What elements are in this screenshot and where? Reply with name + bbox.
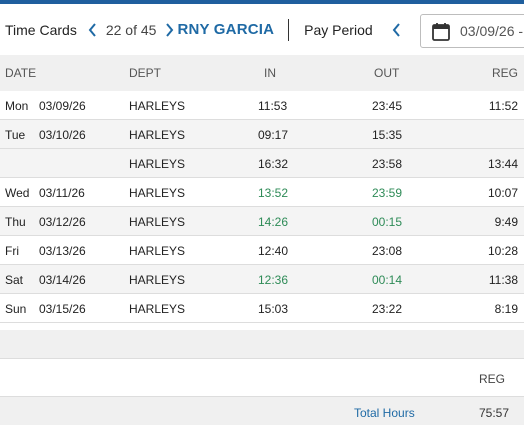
- row-dept: HARLEYS: [129, 157, 186, 171]
- row-reg: 13:44: [487, 157, 518, 171]
- table-row[interactable]: Sun 03/15/26 HARLEYS 15:03 23:22 8:19: [0, 294, 524, 323]
- col-in[interactable]: IN: [264, 66, 276, 80]
- toolbar-divider: [288, 18, 290, 41]
- row-day: Sat: [5, 273, 24, 287]
- toolbar: Time Cards 22 of 45 RNY GARCIA Pay Perio…: [0, 4, 524, 55]
- col-out[interactable]: OUT: [374, 66, 400, 80]
- row-date: 03/09/26: [39, 99, 86, 113]
- row-day: Tue: [5, 128, 26, 142]
- row-reg: 11:38: [488, 273, 518, 287]
- row-day: Wed: [5, 186, 30, 200]
- table-row[interactable]: HARLEYS 16:32 23:58 13:44: [0, 149, 524, 178]
- row-dept: HARLEYS: [129, 186, 186, 200]
- row-out: 23:58: [371, 157, 402, 171]
- row-day: Thu: [5, 215, 26, 229]
- row-reg: 9:49: [494, 215, 518, 229]
- row-date: 03/11/26: [39, 186, 85, 200]
- table-row[interactable]: Sat 03/14/26 HARLEYS 12:36 00:14 11:38: [0, 265, 524, 294]
- row-date: 03/10/26: [39, 128, 86, 142]
- row-dept: HARLEYS: [129, 302, 186, 316]
- row-out: 00:14: [371, 273, 402, 287]
- record-pager: 22 of 45: [105, 21, 157, 38]
- row-date: 03/12/26: [39, 215, 86, 229]
- employee-name[interactable]: RNY GARCIA: [177, 21, 275, 38]
- row-in: 15:03: [258, 302, 289, 316]
- table-spacer-row: [0, 330, 524, 359]
- row-in: 14:26: [258, 215, 289, 229]
- row-out: 15:35: [371, 128, 402, 142]
- row-in: 13:52: [258, 186, 289, 200]
- row-reg: 10:07: [487, 186, 518, 200]
- table-row[interactable]: Tue 03/10/26 HARLEYS 09:17 15:35: [0, 120, 524, 149]
- row-date: 03/14/26: [39, 273, 86, 287]
- row-reg: 11:52: [488, 99, 518, 113]
- row-day: Sun: [5, 302, 27, 316]
- pay-period-label: Pay Period: [304, 21, 373, 38]
- chevron-left-icon[interactable]: [86, 20, 100, 40]
- pay-period-date-picker[interactable]: 03/09/26 -: [420, 14, 524, 48]
- row-dept: HARLEYS: [129, 99, 186, 113]
- page-title: Time Cards: [5, 21, 77, 38]
- row-out: 23:45: [371, 99, 402, 113]
- row-out: 23:59: [371, 186, 402, 200]
- table-header: DATE DEPT IN OUT REG: [0, 55, 524, 91]
- row-date: 03/15/26: [39, 302, 86, 316]
- row-date: 03/13/26: [39, 244, 86, 258]
- row-day: Mon: [5, 99, 29, 113]
- pay-period-prev-icon[interactable]: [390, 20, 404, 40]
- total-hours-value: 75:57: [478, 406, 509, 420]
- chevron-right-icon[interactable]: [162, 20, 176, 40]
- col-dept[interactable]: DEPT: [129, 66, 162, 80]
- row-in: 16:32: [258, 157, 289, 171]
- top-accent-bar: [0, 0, 524, 4]
- row-in: 09:17: [258, 128, 289, 142]
- total-hours-label: Total Hours: [354, 406, 415, 420]
- pay-period-date: 03/09/26 -: [460, 23, 524, 39]
- col-reg[interactable]: REG: [491, 66, 518, 80]
- row-in: 12:40: [258, 244, 289, 258]
- row-in: 11:53: [258, 99, 288, 113]
- calendar-icon: [432, 22, 450, 41]
- row-out: 00:15: [371, 215, 402, 229]
- row-day: Fri: [5, 244, 19, 258]
- row-dept: HARLEYS: [129, 128, 186, 142]
- summary-reg-label: REG: [478, 372, 505, 386]
- table-row[interactable]: Wed 03/11/26 HARLEYS 13:52 23:59 10:07: [0, 178, 524, 207]
- row-in: 12:36: [258, 273, 289, 287]
- row-dept: HARLEYS: [129, 215, 186, 229]
- row-dept: HARLEYS: [129, 273, 186, 287]
- row-out: 23:08: [371, 244, 402, 258]
- summary-header: REG: [0, 359, 524, 396]
- table-row[interactable]: Mon 03/09/26 HARLEYS 11:53 23:45 11:52: [0, 91, 524, 120]
- row-reg: 8:19: [494, 302, 518, 316]
- col-date[interactable]: DATE: [5, 66, 37, 80]
- row-reg: 10:28: [487, 244, 518, 258]
- row-out: 23:22: [371, 302, 402, 316]
- row-dept: HARLEYS: [129, 244, 186, 258]
- table-row[interactable]: Thu 03/12/26 HARLEYS 14:26 00:15 9:49: [0, 207, 524, 236]
- total-hours-row: Total Hours 75:57: [0, 396, 524, 425]
- table-row[interactable]: Fri 03/13/26 HARLEYS 12:40 23:08 10:28: [0, 236, 524, 265]
